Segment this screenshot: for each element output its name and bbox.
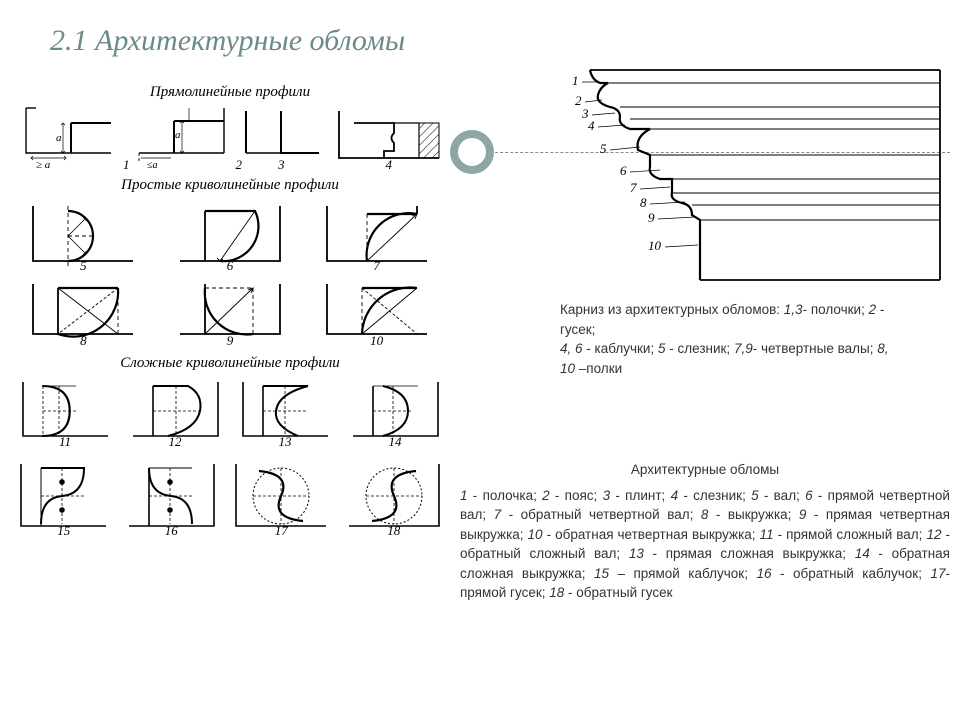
profile-13: 13 xyxy=(238,374,333,452)
label-6: 6 xyxy=(175,258,285,274)
label-13: 13 xyxy=(238,434,333,450)
profile-5: 5 xyxy=(28,196,138,276)
profile-11: 11 xyxy=(18,374,113,452)
profile-6: 6 xyxy=(175,196,285,276)
svg-text:2: 2 xyxy=(575,93,582,108)
profile-9: 9 xyxy=(175,276,285,351)
svg-text:4: 4 xyxy=(588,118,595,133)
svg-text:a: a xyxy=(175,129,181,141)
row4: 11 12 13 xyxy=(10,374,450,452)
svg-text:8: 8 xyxy=(640,195,647,210)
row2: 5 6 7 xyxy=(10,196,450,276)
svg-text:5: 5 xyxy=(600,141,607,156)
profile-16: 16 xyxy=(124,456,219,541)
label-9: 9 xyxy=(175,333,285,349)
label-10: 10 xyxy=(322,333,432,349)
section3-title: Сложные криволинейные профили xyxy=(10,355,450,372)
cornice-figure: 1 2 3 4 5 6 7 8 9 10 xyxy=(500,55,950,290)
profiles-figure: Прямолинейные профили a ≥ a 1 xyxy=(10,80,450,541)
profile-17: 17 xyxy=(231,456,331,541)
page-title: 2.1 Архитектурные обломы xyxy=(50,24,405,58)
svg-text:1: 1 xyxy=(572,73,579,88)
row5: 15 16 17 xyxy=(10,456,450,541)
label-14: 14 xyxy=(348,434,443,450)
svg-text:≤a: ≤a xyxy=(147,160,158,171)
label-16: 16 xyxy=(124,523,219,539)
label-4: 4 xyxy=(334,157,444,173)
profile-2: a ≤a 2 xyxy=(129,103,229,173)
label-3: 3 xyxy=(241,157,321,173)
cornice-caption: Карниз из архитектурных обломов: 1,3- по… xyxy=(560,300,890,378)
profile-15: 15 xyxy=(16,456,111,541)
row1: a ≥ a 1 a ≤a 2 xyxy=(10,103,450,173)
svg-text:6: 6 xyxy=(620,163,627,178)
profiles-caption-body: 1 - полочка; 2 - пояс; 3 - плинт; 4 - сл… xyxy=(460,486,950,603)
profiles-caption: Архитектурные обломы 1 - полочка; 2 - по… xyxy=(460,460,950,603)
label-15: 15 xyxy=(16,523,111,539)
profile-14: 14 xyxy=(348,374,443,452)
svg-text:9: 9 xyxy=(648,210,655,225)
label-8: 8 xyxy=(28,333,138,349)
svg-text:a: a xyxy=(56,132,62,144)
label-17: 17 xyxy=(231,523,331,539)
profile-12: 12 xyxy=(128,374,223,452)
profile-4: 4 xyxy=(334,103,444,173)
row3: 8 9 10 xyxy=(10,276,450,351)
svg-text:≥ a: ≥ a xyxy=(36,159,51,171)
profile-3: 3 xyxy=(241,103,321,173)
profiles-caption-title: Архитектурные обломы xyxy=(460,460,950,480)
label-18: 18 xyxy=(344,523,444,539)
label-5: 5 xyxy=(28,258,138,274)
profile-8: 8 xyxy=(28,276,138,351)
section2-title: Простые криволинейные профили xyxy=(10,177,450,194)
section1-title: Прямолинейные профили xyxy=(10,84,450,101)
label-11: 11 xyxy=(18,434,113,450)
profile-7: 7 xyxy=(322,196,432,276)
profile-10: 10 xyxy=(322,276,432,351)
svg-text:10: 10 xyxy=(648,238,662,253)
profile-18: 18 xyxy=(344,456,444,541)
profile-1: a ≥ a 1 xyxy=(16,103,116,173)
svg-text:7: 7 xyxy=(630,180,637,195)
ring-ornament xyxy=(450,130,494,174)
label-12: 12 xyxy=(128,434,223,450)
label-7: 7 xyxy=(322,258,432,274)
